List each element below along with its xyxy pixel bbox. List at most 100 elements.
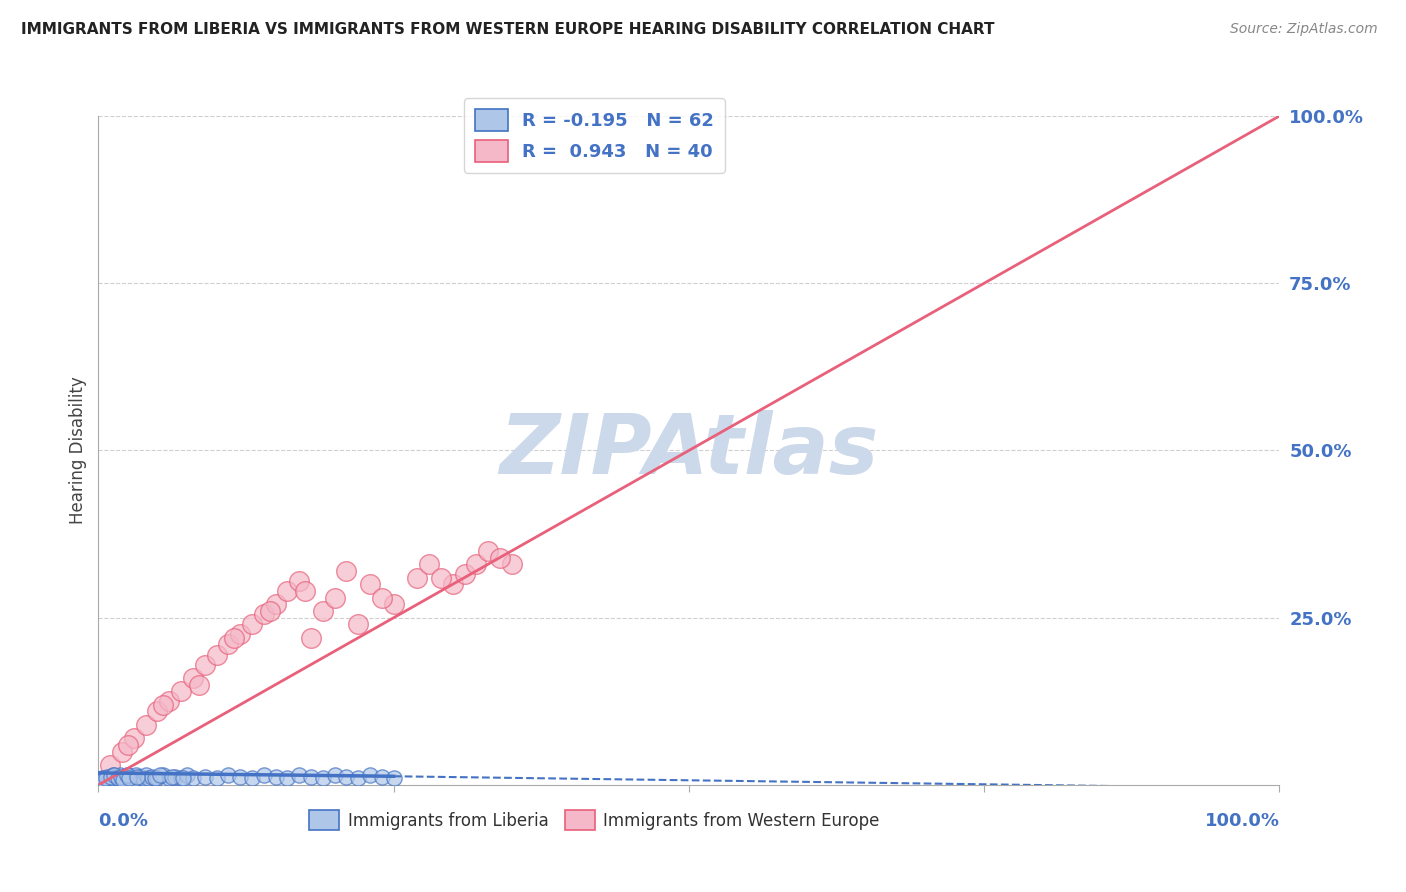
Point [172, 771, 194, 786]
Point [453, 567, 475, 582]
Point [105, 770, 128, 784]
Text: 100.0%: 100.0% [1205, 812, 1279, 830]
Point [299, 631, 322, 645]
Point [264, 598, 287, 612]
Point [217, 768, 239, 782]
Point [94, 771, 117, 786]
Point [111, 744, 134, 758]
Point [118, 771, 141, 786]
Point [101, 768, 124, 782]
Point [294, 583, 316, 598]
Point [115, 768, 138, 782]
Point [323, 768, 346, 782]
Text: ZIPAtlas: ZIPAtlas [499, 410, 879, 491]
Point [110, 770, 132, 784]
Point [299, 770, 322, 784]
Point [194, 770, 217, 784]
Point [312, 604, 335, 618]
Point [347, 617, 370, 632]
Point [194, 657, 217, 672]
Point [97, 774, 120, 789]
Point [98, 771, 121, 786]
Point [371, 770, 394, 784]
Point [359, 768, 381, 782]
Point [240, 617, 263, 632]
Point [112, 772, 135, 787]
Point [205, 771, 228, 786]
Point [371, 591, 394, 605]
Point [382, 598, 405, 612]
Point [288, 574, 311, 588]
Point [121, 771, 143, 786]
Point [181, 671, 204, 685]
Point [160, 770, 183, 784]
Point [90, 774, 112, 789]
Point [347, 771, 370, 786]
Point [157, 771, 180, 786]
Point [120, 770, 142, 784]
Point [382, 771, 405, 786]
Point [100, 770, 122, 784]
Point [104, 772, 127, 787]
Point [146, 705, 169, 719]
Point [276, 583, 298, 598]
Point [253, 607, 276, 622]
Point [418, 557, 440, 572]
Point [176, 768, 198, 782]
Point [406, 571, 429, 585]
Point [152, 698, 174, 712]
Point [96, 770, 118, 784]
Text: Source: ZipAtlas.com: Source: ZipAtlas.com [1230, 22, 1378, 37]
Point [170, 771, 193, 786]
Point [135, 717, 157, 731]
Point [93, 772, 115, 787]
Point [465, 557, 488, 572]
Point [91, 771, 114, 786]
Point [149, 768, 172, 782]
Point [135, 768, 157, 782]
Point [229, 770, 252, 784]
Point [117, 738, 139, 752]
Point [359, 577, 381, 591]
Point [146, 771, 169, 786]
Point [165, 770, 187, 784]
Point [128, 770, 150, 784]
Point [477, 543, 499, 558]
Point [127, 770, 149, 784]
Point [152, 768, 174, 782]
Point [205, 648, 228, 662]
Point [323, 591, 346, 605]
Point [501, 557, 523, 572]
Point [259, 604, 281, 618]
Point [107, 771, 129, 786]
Point [117, 768, 139, 782]
Point [335, 564, 357, 578]
Point [132, 771, 155, 786]
Point [253, 768, 276, 782]
Point [240, 771, 263, 786]
Point [217, 637, 239, 651]
Point [91, 772, 114, 787]
Point [441, 577, 464, 591]
Point [122, 772, 145, 787]
Text: 0.0%: 0.0% [98, 812, 149, 830]
Y-axis label: Hearing Disability: Hearing Disability [69, 376, 87, 524]
Point [141, 770, 163, 784]
Point [489, 550, 512, 565]
Point [224, 631, 246, 645]
Point [114, 771, 136, 786]
Point [157, 694, 180, 708]
Point [136, 771, 159, 786]
Point [98, 758, 121, 772]
Point [122, 731, 145, 746]
Point [170, 684, 193, 698]
Point [112, 770, 135, 784]
Point [187, 678, 209, 692]
Point [264, 770, 287, 784]
Point [288, 768, 311, 782]
Point [111, 771, 134, 786]
Point [125, 768, 148, 782]
Point [143, 771, 166, 786]
Legend: Immigrants from Liberia, Immigrants from Western Europe: Immigrants from Liberia, Immigrants from… [302, 803, 886, 837]
Point [229, 627, 252, 641]
